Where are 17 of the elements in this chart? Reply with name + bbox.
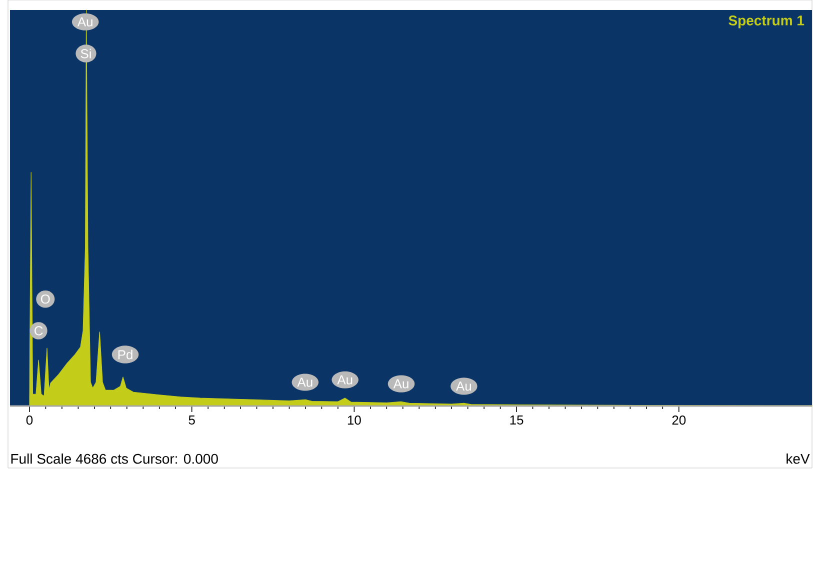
- annotation: Au: [337, 375, 352, 384]
- annotation: Au: [77, 17, 92, 26]
- x-tick-label: 5: [188, 416, 195, 425]
- x-tick-label: 10: [348, 416, 361, 425]
- x-tick-label: 20: [672, 416, 686, 425]
- annotation: Si: [80, 48, 91, 58]
- annotation: Au: [393, 379, 408, 388]
- x-axis-title: keV: [786, 454, 810, 464]
- annotation: Au: [297, 378, 312, 387]
- annotation: Au: [456, 382, 472, 391]
- x-tick-label: 0: [26, 416, 33, 425]
- chart-title: Spectrum 1: [728, 16, 804, 28]
- annotation: O: [40, 294, 50, 304]
- annotation: Pd: [118, 350, 132, 360]
- text: Full Scale 4686 cts Cursor: 0.000: [11, 454, 218, 464]
- annotation: C: [34, 326, 43, 336]
- x-tick-label: 15: [510, 416, 524, 425]
